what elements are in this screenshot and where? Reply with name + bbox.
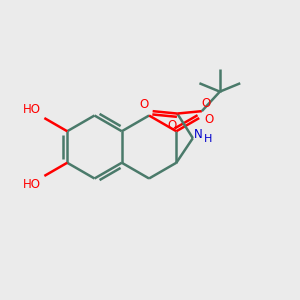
Text: N: N [194,128,203,141]
Text: HO: HO [23,103,41,116]
Text: O: O [139,98,148,111]
Text: HO: HO [23,178,41,191]
Text: O: O [168,119,177,132]
Text: O: O [204,113,213,126]
Text: O: O [202,97,211,110]
Text: H: H [204,134,212,144]
